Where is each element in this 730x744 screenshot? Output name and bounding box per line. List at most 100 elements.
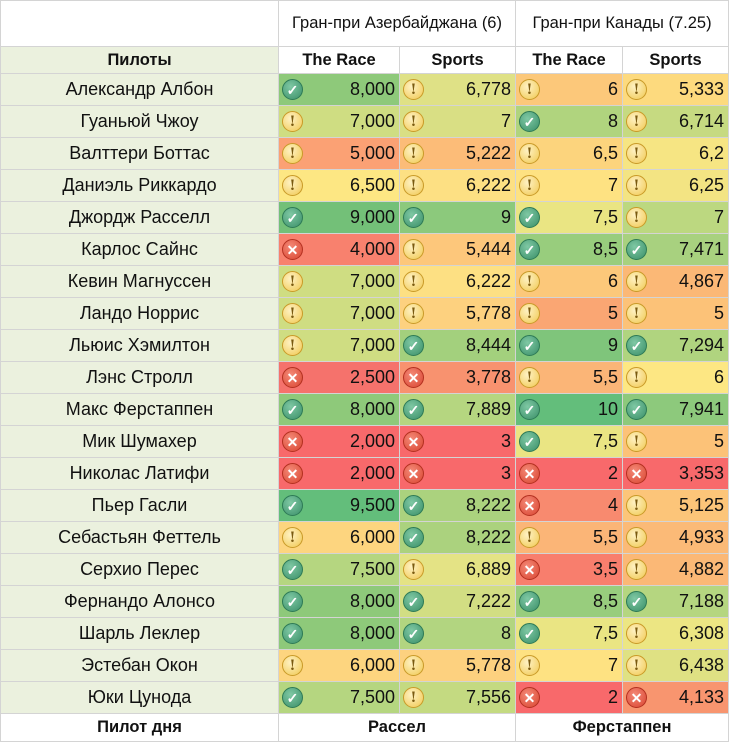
exclamation-circle-icon: ! — [403, 239, 424, 260]
exclamation-circle-icon: ! — [626, 495, 647, 516]
score-cell: ! 5,778 — [399, 297, 516, 330]
cross-circle-icon: ✕ — [626, 463, 647, 484]
score-value: 4,882 — [678, 559, 725, 579]
exclamation-circle-icon: ! — [403, 111, 424, 132]
exclamation-circle-icon: ! — [282, 111, 303, 132]
check-circle-icon: ✓ — [519, 239, 540, 260]
table-row: Макс Ферстаппен ✓ 8,000 ✓ 7,889 ✓ 10 ✓ 7,941 — [0, 393, 730, 426]
score-value: 7 — [607, 655, 618, 675]
score-value: 7,471 — [678, 239, 725, 259]
score-cell: ! 6,438 — [621, 649, 730, 682]
table-row: Льюис Хэмилтон! 7,000 ✓ 8,444 ✓ 9 ✓ 7,294 — [0, 329, 730, 362]
score-cell: ✕ 3,778 — [399, 361, 516, 394]
cross-circle-icon: ✕ — [282, 463, 303, 484]
score-cell: ! 4,882 — [621, 553, 730, 586]
score-cell: ! 4,933 — [621, 521, 730, 554]
score-cell: ! 5 — [515, 297, 623, 330]
driver-name: Себастьян Феттель — [0, 521, 279, 554]
table-row: Валттери Боттас! 5,000! 5,222! 6,5! 6,2 — [0, 137, 730, 170]
score-cell: ✕ 3,5 — [515, 553, 623, 586]
driver-name: Эстебан Окон — [0, 649, 279, 682]
score-cell: ! 6,000 — [278, 649, 400, 682]
score-cell: ✓ 7,5 — [515, 201, 623, 234]
score-cell: ✓ 8,444 — [399, 329, 516, 362]
score-value: 6,000 — [349, 527, 395, 547]
exclamation-circle-icon: ! — [626, 655, 647, 676]
score-cell: ✓ 8,000 — [278, 617, 400, 650]
score-cell: ✓ 9,000 — [278, 201, 400, 234]
check-circle-icon: ✓ — [282, 495, 303, 516]
score-value: 5,444 — [465, 239, 511, 259]
driver-name: Лэнс Стролл — [0, 361, 279, 394]
score-value: 8,222 — [465, 527, 511, 547]
score-value: 7 — [500, 111, 511, 131]
score-value: 3,778 — [465, 367, 511, 387]
score-value: 8 — [500, 623, 511, 643]
check-circle-icon: ✓ — [626, 591, 647, 612]
exclamation-circle-icon: ! — [626, 623, 647, 644]
score-value: 6 — [607, 79, 618, 99]
driver-name: Валттери Боттас — [0, 137, 279, 170]
score-cell: ✓ 7,471 — [621, 233, 730, 266]
score-cell: ! 6,714 — [621, 105, 730, 138]
score-cell: ! 6,2 — [621, 137, 730, 170]
exclamation-circle-icon: ! — [519, 367, 540, 388]
score-cell: ! 7 — [621, 201, 730, 234]
corner-cell — [0, 0, 279, 47]
driver-name: Даниэль Риккардо — [0, 169, 279, 202]
score-cell: ✓ 7,294 — [621, 329, 730, 362]
score-value: 5,5 — [592, 367, 618, 387]
score-cell: ! 7,000 — [278, 329, 400, 362]
score-cell: ✓ 7,500 — [278, 553, 400, 586]
check-circle-icon: ✓ — [403, 207, 424, 228]
check-circle-icon: ✓ — [403, 399, 424, 420]
exclamation-circle-icon: ! — [519, 175, 540, 196]
score-value: 2 — [607, 463, 618, 483]
cross-circle-icon: ✕ — [282, 367, 303, 388]
exclamation-circle-icon: ! — [626, 559, 647, 580]
driver-name: Мик Шумахер — [0, 425, 279, 458]
check-circle-icon: ✓ — [282, 79, 303, 100]
table-row: Серхио Перес ✓ 7,500! 6,889 ✕ 3,5! 4,882 — [0, 553, 730, 586]
exclamation-circle-icon: ! — [282, 335, 303, 356]
score-value: 7 — [714, 207, 725, 227]
score-cell: ! 5 — [621, 297, 730, 330]
score-value: 8 — [607, 111, 618, 131]
check-circle-icon: ✓ — [519, 431, 540, 452]
col-header-the-race-2: The Race — [515, 46, 623, 74]
score-cell: ! 6,5 — [515, 137, 623, 170]
driver-name: Серхио Перес — [0, 553, 279, 586]
score-cell: ! 6,500 — [278, 169, 400, 202]
check-circle-icon: ✓ — [626, 399, 647, 420]
score-cell: ! 5,125 — [621, 489, 730, 522]
exclamation-circle-icon: ! — [626, 207, 647, 228]
exclamation-circle-icon: ! — [282, 303, 303, 324]
score-cell: ! 7,556 — [399, 681, 516, 714]
cross-circle-icon: ✕ — [626, 687, 647, 708]
score-cell: ✓ 7,5 — [515, 617, 623, 650]
score-cell: ✕ 4,133 — [621, 681, 730, 714]
exclamation-circle-icon: ! — [519, 303, 540, 324]
score-value: 7 — [607, 175, 618, 195]
score-value: 8,000 — [349, 399, 395, 419]
score-value: 7,000 — [349, 271, 395, 291]
exclamation-circle-icon: ! — [626, 271, 647, 292]
exclamation-circle-icon: ! — [282, 175, 303, 196]
driver-name: Льюис Хэмилтон — [0, 329, 279, 362]
score-value: 8,000 — [349, 591, 395, 611]
check-circle-icon: ✓ — [403, 623, 424, 644]
score-value: 8,000 — [349, 623, 395, 643]
score-cell: ! 5,222 — [399, 137, 516, 170]
driver-of-day-race2: Ферстаппен — [514, 713, 730, 742]
score-value: 5,778 — [465, 303, 511, 323]
score-cell: ✕ 4,000 — [278, 233, 400, 266]
score-value: 3 — [500, 431, 511, 451]
score-value: 5 — [714, 303, 725, 323]
exclamation-circle-icon: ! — [282, 143, 303, 164]
check-circle-icon: ✓ — [519, 623, 540, 644]
score-value: 6,5 — [592, 143, 618, 163]
score-value: 5 — [607, 303, 618, 323]
score-value: 6,2 — [698, 143, 725, 163]
score-cell: ✕ 2,000 — [278, 425, 400, 458]
score-value: 5,000 — [349, 143, 395, 163]
